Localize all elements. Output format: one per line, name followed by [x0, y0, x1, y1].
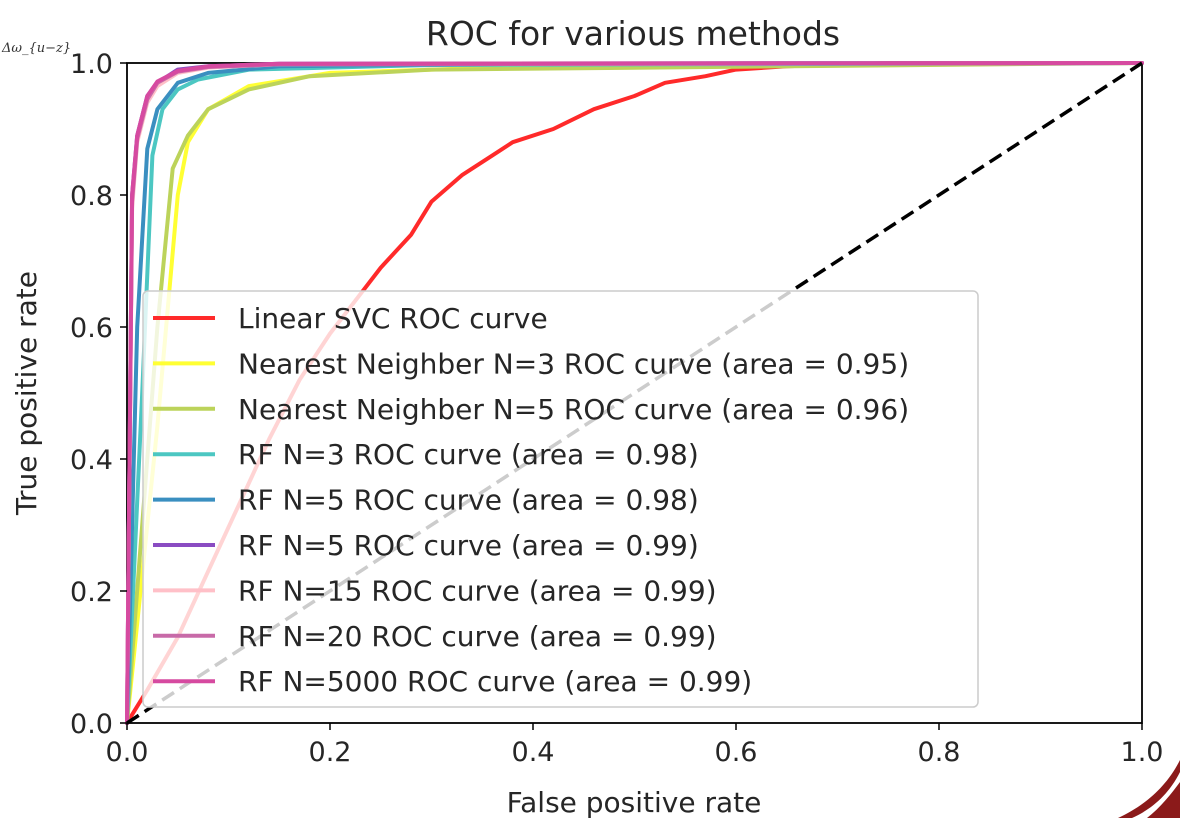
series-line-3 — [125, 61, 1144, 725]
x-axis: 0.0 0.2 0.4 0.6 0.8 1.0 — [106, 723, 1164, 768]
legend: Linear SVC ROC curve Nearest Neighber N=3… — [142, 290, 979, 708]
y-axis: 0.0 0.2 0.4 0.6 0.8 1.0 — [70, 49, 127, 740]
x-tick-label: 0.8 — [918, 737, 961, 768]
x-tick-label: 0.0 — [106, 737, 149, 768]
legend-label: RF N=3 ROC curve (area = 0.98) — [238, 438, 699, 471]
y-tick-label: 0.0 — [70, 709, 113, 740]
chart-title: ROC for various methods — [426, 14, 840, 53]
x-tick-label: 1.0 — [1121, 737, 1164, 768]
y-tick-label: 1.0 — [70, 49, 113, 80]
series-line-9 — [125, 61, 1144, 725]
corner-note: Δω_{u−z} — [1, 41, 71, 56]
legend-box — [142, 290, 979, 708]
y-tick-label: 0.8 — [70, 181, 113, 212]
legend-label: RF N=5 ROC curve (area = 0.99) — [238, 529, 699, 562]
y-tick-label: 0.2 — [70, 577, 113, 608]
legend-label: RF N=15 ROC curve (area = 0.99) — [238, 574, 717, 607]
corner-swoosh-decoration — [1118, 760, 1180, 818]
x-tick-label: 0.4 — [512, 737, 555, 768]
x-axis-title: False positive rate — [507, 786, 762, 818]
y-axis-title: True positive rate — [10, 271, 43, 516]
legend-label: RF N=5 ROC curve (area = 0.98) — [238, 484, 699, 517]
corner-swoosh-inner — [1132, 772, 1180, 818]
legend-items: Linear SVC ROC curve Nearest Neighber N=3… — [153, 302, 909, 698]
x-tick-label: 0.6 — [715, 737, 758, 768]
legend-label: RF N=20 ROC curve (area = 0.99) — [238, 620, 717, 653]
legend-label: Nearest Neighber N=3 ROC curve (area = 0… — [238, 347, 909, 380]
legend-label: RF N=5000 ROC curve (area = 0.99) — [238, 665, 752, 698]
x-tick-label: 0.2 — [309, 737, 352, 768]
y-tick-label: 0.4 — [70, 445, 113, 476]
y-tick-label: 0.6 — [70, 313, 113, 344]
legend-label: Linear SVC ROC curve — [238, 302, 548, 335]
legend-label: Nearest Neighber N=5 ROC curve (area = 0… — [238, 393, 909, 426]
